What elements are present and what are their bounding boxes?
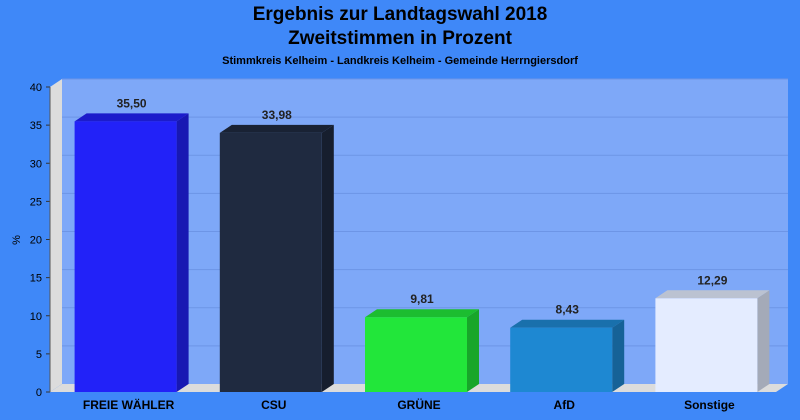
y-tick-label: 20 [30,235,42,247]
bar-value-label: 8,43 [556,303,580,317]
bar-top [365,309,479,318]
bar [365,317,467,392]
chart-subtitle-line: Zweitstimmen in Prozent [288,28,512,49]
bar-top [74,113,189,122]
bar [219,132,322,392]
bar-side [757,290,770,392]
chart-location-subtitle: Stimmkreis Kelheim - Landkreis Kelheim -… [222,55,578,67]
bar-value-label: 9,81 [410,292,434,306]
bar-top [219,124,334,133]
y-tick-label: 15 [30,273,42,285]
y-tick-label: 30 [30,158,42,170]
x-category-label: Sonstige [684,398,735,412]
bar-side [176,113,189,392]
bar-value-label: 35,50 [117,96,147,110]
y-tick-label: 0 [36,387,42,399]
y-tick-label: 25 [30,196,42,208]
bar-side [467,309,479,392]
x-category-label: AfD [554,398,576,412]
chart-title: Ergebnis zur Landtagswahl 2018 [252,4,548,25]
y-axis-label: % [11,235,23,245]
x-category-label: CSU [261,398,286,412]
bar-value-label: 33,98 [262,108,292,122]
y-tick-label: 40 [30,82,42,94]
bar-value-label: 12,29 [697,273,727,287]
bar-top [510,319,625,328]
bar [655,298,758,392]
y-tick-label: 35 [30,120,42,132]
plot-left-wall [50,79,62,392]
bar-side [321,124,334,392]
bar [74,121,177,392]
y-tick-label: 10 [30,311,42,323]
x-category-label: GRÜNE [397,397,440,412]
x-category-label: FREIE WÄHLER [83,397,175,412]
bar-side [612,319,625,392]
y-tick-label: 5 [36,349,42,361]
bar-top [655,290,770,299]
bar [510,327,613,392]
